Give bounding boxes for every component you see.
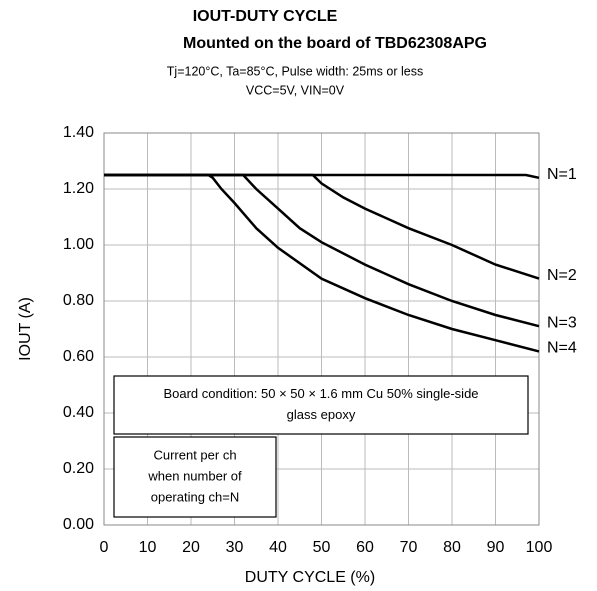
chart-subtitle: Mounted on the board of TBD62308APG [183,35,487,52]
x-tick-label: 100 [526,539,553,556]
annotation-text: when number of [147,468,242,483]
annotation-text: Board condition: 50 × 50 × 1.6 mm Cu 50%… [163,386,478,401]
x-tick-label: 40 [269,539,287,556]
line-series [104,173,540,328]
x-tick-label: 0 [100,539,109,556]
y-tick-label: 1.40 [63,124,94,141]
series-label: N=4 [547,340,577,357]
annotation-text: glass epoxy [287,407,356,422]
x-axis-label: DUTY CYCLE (%) [245,569,375,586]
plot-frame [103,132,540,526]
y-tick-label: 0.40 [63,404,94,421]
chart-title: IOUT-DUTY CYCLE [193,8,338,25]
x-tick-label: 20 [182,539,200,556]
x-tick-label: 10 [139,539,157,556]
series-label: N=3 [547,314,577,331]
annotation-box [113,375,529,435]
x-tick-label: 60 [356,539,374,556]
line-series [104,173,540,280]
annotation-box [113,436,277,518]
series-label: N=2 [547,267,577,284]
annotation-text: Current per ch [153,447,236,462]
y-tick-label: 1.00 [63,236,94,253]
line-series [104,173,540,353]
x-tick-label: 90 [487,539,505,556]
annotation-text: operating ch=N [151,489,240,504]
condition-text: VCC=5V, VIN=0V [246,83,345,97]
series-label: N=1 [547,166,577,183]
y-tick-label: 0.00 [63,516,94,533]
y-tick-label: 0.60 [63,348,94,365]
y-tick-label: 1.20 [63,180,94,197]
y-tick-label: 0.80 [63,292,94,309]
y-tick-label: 0.20 [63,460,94,477]
x-tick-label: 30 [226,539,244,556]
x-tick-label: 50 [313,539,331,556]
x-tick-label: 70 [400,539,418,556]
y-axis-label: IOUT (A) [17,297,34,361]
condition-text: Tj=120°C, Ta=85°C, Pulse width: 25ms or … [167,64,423,78]
x-tick-label: 80 [443,539,461,556]
